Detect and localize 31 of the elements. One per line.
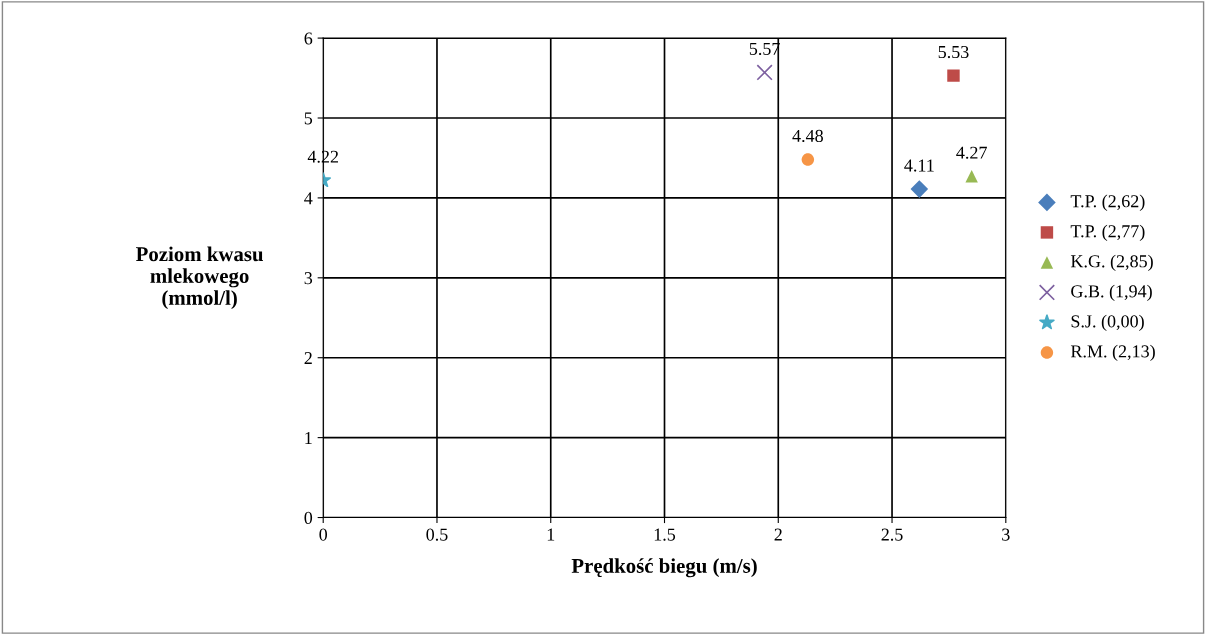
x-tick-label: 1.5 (654, 528, 676, 541)
legend-label: T.P. (2,62) (1070, 194, 1145, 211)
legend-label: S.J. (0,00) (1071, 314, 1144, 332)
y-tick-label: 5 (304, 112, 313, 125)
legend-label: K.G. (2,85) (1070, 254, 1153, 272)
y-tick-label: 0 (304, 511, 313, 524)
point (965, 170, 978, 183)
point (947, 69, 960, 82)
data-label: 4.48 (792, 129, 823, 143)
data-label: 4.27 (956, 146, 987, 159)
data-label: 5.53 (938, 45, 969, 59)
y-tick-label: 3 (304, 272, 313, 285)
x-tick-label: 2 (774, 528, 782, 541)
x-tick-label: 1 (547, 528, 555, 541)
x-tick-label: 3 (1002, 528, 1010, 541)
x-tick-label: 2.5 (881, 528, 903, 541)
x-tick-label: 0 (319, 528, 328, 541)
y-tick-label: 6 (304, 32, 313, 45)
y-tick-label: 4 (304, 192, 313, 205)
legend-label: T.P. (2,77) (1070, 224, 1145, 242)
y-tick-label: 1 (305, 431, 312, 444)
x-axis-title: Prędkość biegu (m/s) (571, 558, 757, 578)
data-label: 4.11 (904, 159, 934, 172)
x-tick-label: 0.5 (426, 528, 448, 541)
point (756, 64, 773, 81)
point (801, 153, 815, 166)
legend-label: R.M. (2,13) (1070, 344, 1155, 362)
legend-label: G.B. (1,94) (1071, 284, 1152, 302)
y-tick-label: 2 (304, 352, 312, 364)
y-axis-title: Poziom kwasu mlekowego (mmol/l) (136, 246, 263, 310)
point (910, 180, 929, 198)
